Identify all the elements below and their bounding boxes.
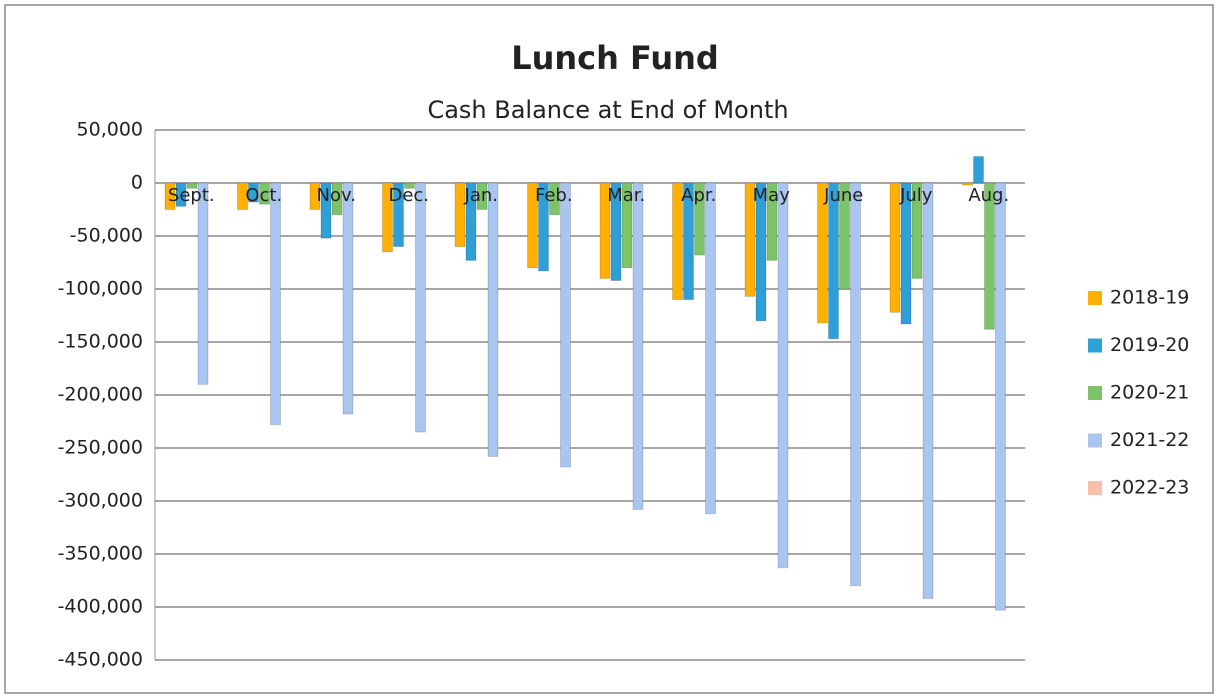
- bar: [309, 182, 321, 210]
- x-tick-label: Aug.: [968, 185, 1009, 206]
- bar: [331, 182, 343, 216]
- legend-swatch: [1088, 291, 1102, 305]
- legend-swatch: [1088, 386, 1102, 400]
- bar: [164, 182, 176, 210]
- bar: [984, 182, 995, 330]
- bar: [766, 182, 778, 261]
- x-tick-label: June: [823, 185, 863, 206]
- bar: [382, 182, 393, 253]
- bar: [755, 182, 767, 322]
- y-tick-label: -150,000: [58, 331, 143, 353]
- y-tick-label: -50,000: [70, 225, 143, 247]
- y-tick-label: -200,000: [58, 384, 143, 406]
- legend-label: 2021-22: [1110, 429, 1189, 451]
- bar: [694, 182, 705, 256]
- x-tick-label: Feb.: [535, 185, 573, 206]
- y-tick-label: 50,000: [77, 119, 143, 141]
- bar: [900, 182, 912, 325]
- bar: [186, 182, 198, 189]
- bar: [560, 182, 571, 468]
- x-tick-label: Oct.: [245, 185, 282, 206]
- bar: [175, 182, 187, 207]
- x-tick-label: Nov.: [317, 185, 356, 206]
- bar: [404, 182, 415, 189]
- bar: [889, 182, 901, 313]
- legend-swatch: [1088, 433, 1102, 448]
- bar: [672, 182, 683, 301]
- legend-swatch: [1088, 338, 1102, 353]
- bar: [393, 182, 404, 248]
- bar: [465, 182, 477, 261]
- x-tick-label: Dec.: [388, 185, 429, 206]
- legend-label: 2019-20: [1110, 334, 1189, 356]
- bar: [705, 182, 716, 515]
- legend-label: 2018-19: [1110, 287, 1189, 309]
- bar: [342, 182, 354, 415]
- bar: [683, 182, 694, 301]
- x-tick-label: July: [899, 185, 933, 206]
- y-tick-label: -350,000: [58, 543, 143, 565]
- bar: [454, 182, 466, 248]
- y-tick-label: -450,000: [58, 649, 143, 671]
- bar: [476, 182, 488, 210]
- bar: [962, 182, 973, 186]
- y-tick-label: -100,000: [58, 278, 143, 300]
- bar: [911, 182, 923, 279]
- bar: [621, 182, 633, 269]
- bar: [744, 182, 756, 297]
- x-tick-label: Sept.: [168, 185, 215, 206]
- bar: [632, 182, 644, 510]
- x-tick-label: Apr.: [681, 185, 716, 206]
- bar: [973, 156, 984, 184]
- legend-label: 2022-23: [1110, 477, 1189, 499]
- bar: [828, 182, 839, 340]
- x-tick-label: May: [753, 185, 791, 206]
- bar: [259, 182, 270, 205]
- bar: [237, 182, 248, 210]
- bar: [549, 182, 560, 216]
- bar: [487, 182, 499, 457]
- legend-label: 2020-21: [1110, 382, 1189, 404]
- bar: [415, 182, 426, 433]
- y-tick-label: -250,000: [58, 437, 143, 459]
- bar: [922, 182, 934, 600]
- bar: [995, 182, 1006, 611]
- bar: [538, 182, 549, 272]
- bar: [320, 182, 332, 239]
- bar: [850, 182, 861, 587]
- bar: [599, 182, 611, 279]
- bar: [839, 182, 850, 290]
- bar: [270, 182, 281, 426]
- bar: [197, 182, 209, 385]
- bar: [248, 182, 259, 203]
- bar: [527, 182, 538, 269]
- y-tick-label: 0: [131, 172, 143, 194]
- bar: [610, 182, 622, 282]
- bar: [777, 182, 789, 569]
- legend-swatch: [1088, 481, 1102, 495]
- bar: [817, 182, 828, 324]
- y-tick-label: -400,000: [58, 596, 143, 618]
- x-tick-label: Mar.: [607, 185, 645, 206]
- chart-subtitle: Cash Balance at End of Month: [427, 96, 788, 124]
- x-tick-label: Jan.: [464, 185, 498, 206]
- y-tick-label: -300,000: [58, 490, 143, 512]
- chart-title: Lunch Fund: [511, 39, 719, 77]
